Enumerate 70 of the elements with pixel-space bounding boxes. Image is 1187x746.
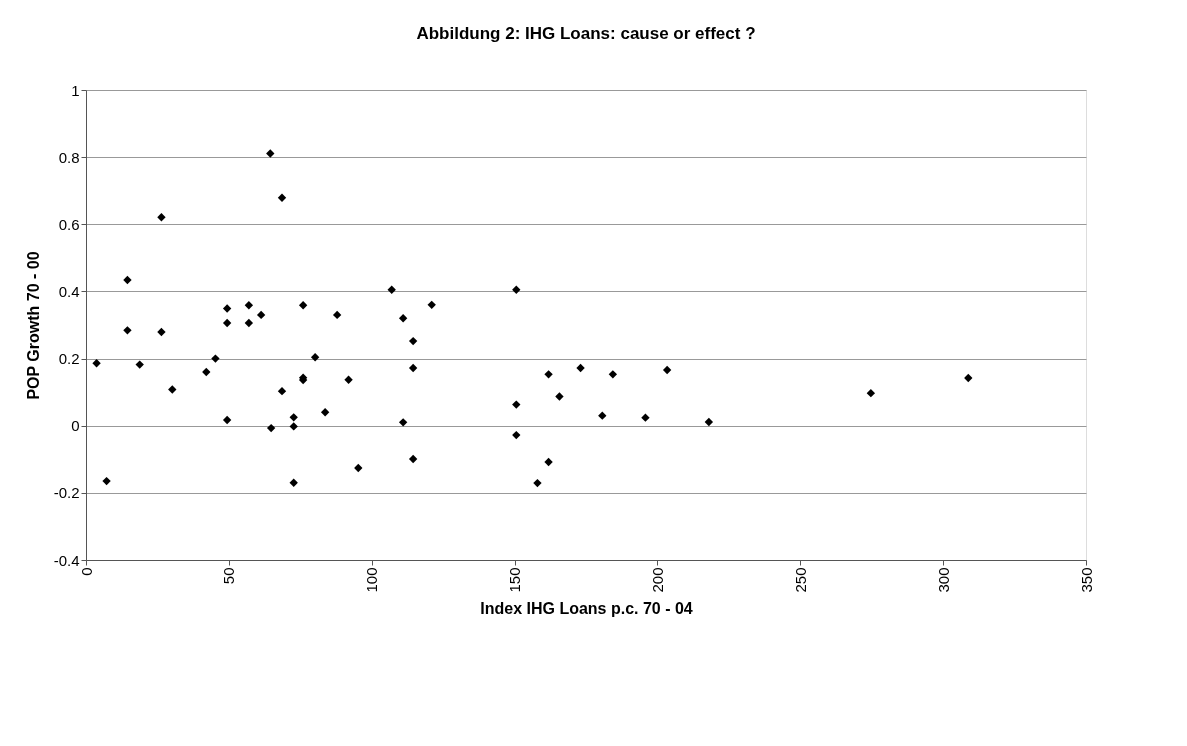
point (310, 353, 320, 362)
point (266, 149, 275, 158)
point (157, 213, 166, 222)
point (277, 193, 287, 202)
point (608, 370, 618, 379)
x-tick-label: 100 (363, 567, 381, 593)
point (289, 422, 298, 431)
x-tick-label: 350 (1077, 567, 1095, 593)
point (222, 415, 232, 425)
point (641, 413, 650, 422)
point (256, 310, 266, 320)
x-tick-label: 150 (506, 567, 524, 593)
point (244, 301, 254, 310)
y-tick-label: 0.6 (58, 215, 80, 233)
y-tick-label: 0.2 (58, 350, 80, 368)
point (544, 457, 553, 467)
point (512, 285, 521, 294)
point (298, 301, 308, 310)
x-tick-label: 300 (934, 567, 952, 593)
point (222, 318, 232, 328)
point (555, 392, 564, 401)
y-tick-label: 0.8 (58, 148, 80, 166)
point (512, 430, 521, 440)
point (92, 359, 101, 368)
point (123, 326, 132, 335)
point (266, 423, 276, 433)
point (289, 478, 298, 487)
point (408, 363, 418, 373)
point (662, 365, 672, 375)
point (544, 370, 553, 379)
point (964, 373, 973, 383)
point (222, 304, 232, 313)
point (427, 300, 436, 310)
point (102, 476, 111, 486)
point (866, 388, 876, 398)
point (598, 411, 607, 420)
chart-title: Abbildung 2: IHG Loans: cause or effect ? (416, 24, 756, 43)
point (344, 375, 353, 384)
point (157, 327, 166, 337)
point (202, 367, 211, 377)
x-tick-label: 50 (220, 567, 238, 585)
point (135, 360, 144, 369)
point (320, 408, 330, 417)
x-tick-label: 200 (648, 567, 666, 593)
point (332, 310, 342, 320)
y-tick-label: 1 (71, 81, 80, 99)
point (244, 318, 254, 328)
point (387, 285, 396, 294)
y-axis-title: POP Growth 70 - 00 (24, 251, 42, 400)
y-tick-label: 0.4 (58, 282, 80, 300)
point (277, 386, 287, 396)
y-tick-label: -0.2 (53, 484, 80, 502)
point (354, 463, 363, 473)
point (168, 385, 177, 394)
point (211, 354, 220, 363)
point (408, 454, 418, 464)
y-tick-label: -0.4 (53, 551, 80, 569)
point (123, 275, 132, 285)
x-tick-label: 0 (77, 567, 95, 576)
x-axis-title: Index IHG Loans p.c. 70 - 04 (480, 599, 693, 617)
y-tick-label: 0 (71, 417, 80, 435)
point (533, 478, 542, 488)
point (398, 418, 408, 427)
point (704, 417, 714, 427)
x-tick-label: 250 (791, 567, 809, 593)
point (289, 413, 298, 422)
point (408, 336, 418, 346)
point (512, 400, 521, 409)
point (576, 363, 585, 373)
point (398, 314, 408, 323)
